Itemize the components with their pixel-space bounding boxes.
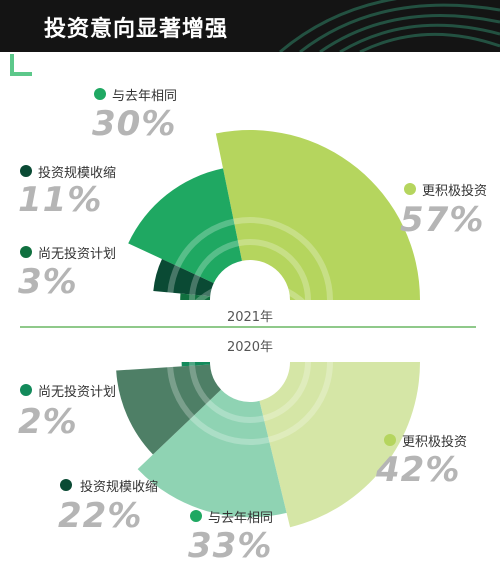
chart-2021	[128, 130, 420, 383]
slice-2021-shrink	[153, 259, 214, 297]
legend-value: 57%	[400, 200, 485, 240]
legend-label: 尚无投资计划	[38, 385, 117, 400]
legend-dot	[190, 510, 202, 522]
legend-dot	[20, 165, 32, 177]
corner-bracket-decoration	[10, 54, 32, 76]
legend-value: 2%	[18, 402, 78, 442]
legend-label: 尚无投资计划	[38, 247, 117, 262]
slice-2020-shrink	[116, 364, 222, 455]
slice-2021-more-active	[215, 130, 420, 300]
header-stripes-decoration	[279, 0, 500, 52]
legend-label: 投资规模收缩	[38, 166, 117, 181]
slice-2021-none	[180, 293, 211, 300]
ring-2020-0	[189, 301, 311, 423]
legend-label: 投资规模收缩	[80, 480, 159, 495]
legend-value: 42%	[376, 450, 461, 490]
center-hole-2020	[220, 332, 280, 392]
year-divider	[20, 326, 476, 328]
legend-label: 与去年相同	[208, 511, 274, 526]
ring-2020-1	[167, 279, 333, 445]
legend-value: 30%	[92, 104, 177, 144]
slice-2020-more-active	[259, 362, 420, 528]
page-title: 投资意向显著增强	[44, 17, 229, 42]
legend-dot	[20, 384, 32, 396]
legend-dot	[404, 183, 416, 195]
slice-2020-none	[181, 362, 211, 367]
legend-dot	[94, 88, 106, 100]
legend-value: 33%	[188, 526, 273, 566]
year-label-2020: 2020年	[226, 340, 274, 355]
legend-dot	[384, 434, 396, 446]
year-label-2021: 2021年	[226, 310, 274, 325]
slice-2021-same	[128, 168, 242, 284]
legend-value: 11%	[18, 180, 103, 220]
slice-2020-same	[137, 389, 287, 518]
legend-dot	[20, 246, 32, 258]
header-banner: 投资意向显著增强	[0, 0, 500, 52]
legend-value: 3%	[18, 262, 78, 302]
legend-label: 与去年相同	[112, 89, 178, 104]
chart-2020	[116, 279, 420, 528]
legend-label: 更积极投资	[402, 435, 468, 450]
legend-label: 更积极投资	[422, 184, 488, 199]
legend-value: 22%	[58, 496, 143, 536]
center-hole-2021	[220, 270, 280, 330]
legend-dot	[60, 479, 72, 491]
